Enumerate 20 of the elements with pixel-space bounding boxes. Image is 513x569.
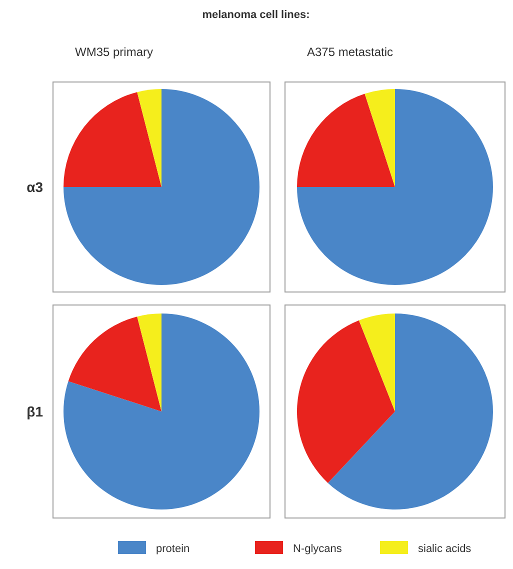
text: β1 <box>26 404 44 420</box>
chart-title: WM35 primary <box>75 45 154 59</box>
pie-slice <box>328 314 493 510</box>
pie-slice <box>64 92 162 187</box>
legend-label: sialic acids <box>418 543 472 555</box>
pie-slice <box>137 314 162 412</box>
text: α3 <box>26 179 44 195</box>
pie-slice <box>297 320 395 483</box>
legend-label: N-glycans <box>293 543 342 555</box>
pie-slice <box>297 94 395 187</box>
pie-slice <box>64 314 260 510</box>
pie-slice <box>64 89 260 285</box>
pie-slice <box>297 89 493 285</box>
text: melanoma cell lines: <box>202 9 310 21</box>
pie-slice <box>137 89 162 187</box>
pie-slice <box>358 314 395 412</box>
legend-label: protein <box>156 543 190 555</box>
chart-title: A375 metastatic <box>307 45 394 59</box>
pie-slice <box>68 316 162 412</box>
pie-slice <box>364 89 395 187</box>
